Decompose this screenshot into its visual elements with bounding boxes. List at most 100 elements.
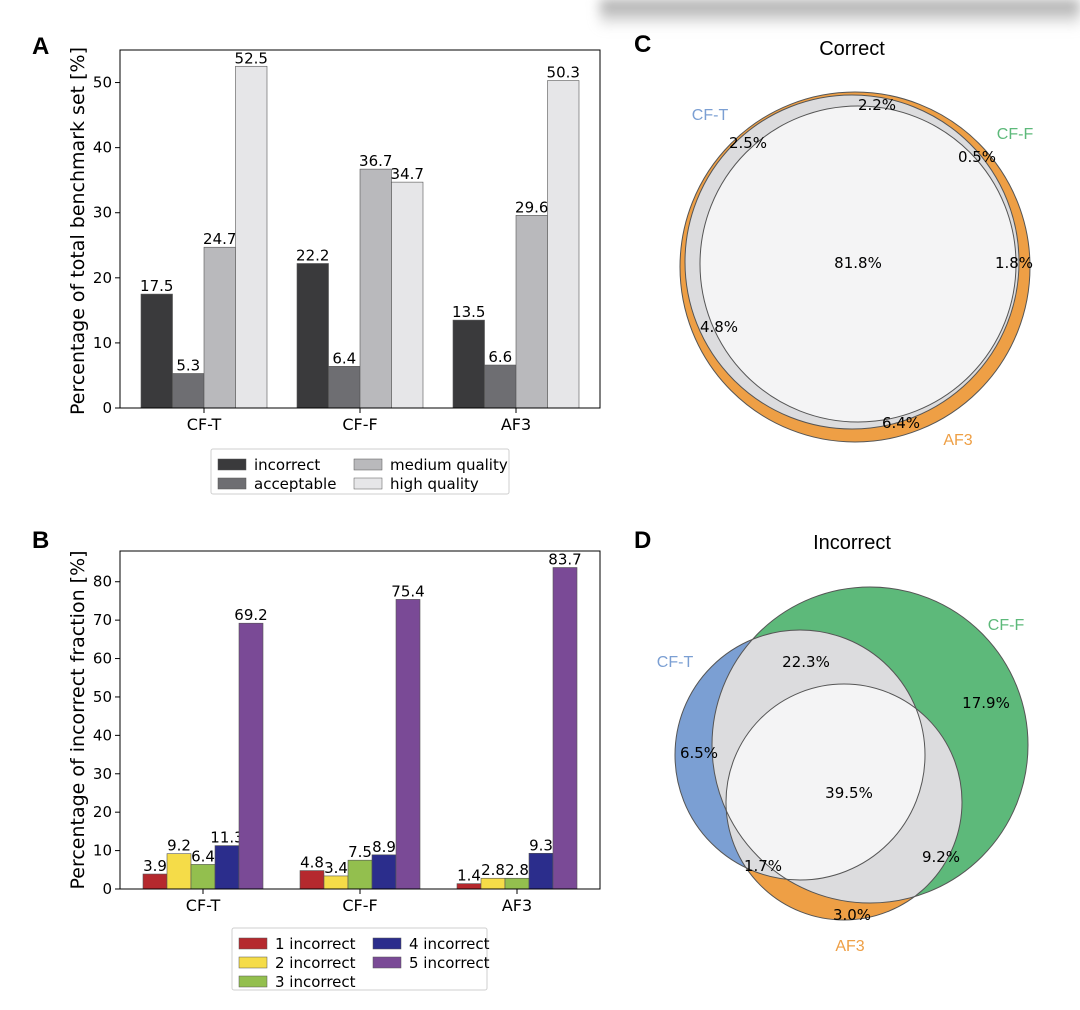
- chart-a-legend-swatch-acceptable: [217, 477, 247, 490]
- chart-a-category-label-cf-t: CF-T: [187, 415, 222, 434]
- chart-b-bar-af3-5-incorrect: [552, 567, 578, 890]
- chart-b-legend-label-4-incorrect: 4 incorrect: [409, 935, 490, 953]
- venn-c-region-cft-cff: 2.2%: [858, 96, 896, 114]
- venn-c-core-circle: [699, 105, 1017, 423]
- chart-a-plot-frame: [119, 49, 601, 409]
- chart-b-ytick-label-50: 50: [93, 688, 112, 706]
- venn-c-title: Correct: [819, 38, 885, 60]
- chart-a-legend-label-medium-quality: medium quality: [390, 456, 508, 474]
- chart-b-bar-af3-4-incorrect: [528, 852, 554, 890]
- venn-d-outline-af3: [725, 683, 963, 921]
- chart-b-bar-cf-f-2-incorrect: [323, 875, 349, 890]
- panel-letter-d: D: [634, 527, 651, 554]
- chart-a-ytick-label-0: 0: [102, 399, 112, 417]
- venn-c-region-cft-af3: 4.8%: [700, 318, 738, 336]
- chart-b-legend-swatch-4-incorrect: [372, 937, 402, 950]
- chart-b-ytick-label-20: 20: [93, 803, 112, 821]
- chart-a-bar-cf-f-acceptable: [328, 366, 361, 409]
- chart-a-bar-af3-incorrect: [452, 319, 485, 409]
- chart-a-bar-cf-f-high-quality: [391, 181, 424, 409]
- chart-a-value-label-cf-f-incorrect: 22.2: [296, 246, 329, 264]
- chart-a-value-label-af3-acceptable: 6.6: [488, 348, 512, 366]
- chart-a-value-label-cf-t-high-quality: 52.5: [235, 49, 268, 67]
- chart-b-legend-swatch-1-incorrect: [238, 937, 268, 950]
- chart-b-ytick-label-80: 80: [93, 573, 112, 591]
- chart-b-ytick-label-10: 10: [93, 842, 112, 860]
- chart-b-value-label-cf-f-1-incorrect: 4.8: [300, 854, 324, 872]
- chart-b-bar-cf-f-3-incorrect: [347, 859, 373, 890]
- venn-d-region-cft-cff: 22.3%: [782, 653, 830, 671]
- chart-a-value-label-af3-high-quality: 50.3: [547, 64, 580, 82]
- chart-b-bar-af3-2-incorrect: [480, 877, 506, 890]
- chart-b-value-label-cf-t-1-incorrect: 3.9: [143, 857, 167, 875]
- venn-d-outline-cft: [674, 629, 926, 881]
- venn-c-label-af3: AF3: [943, 432, 972, 449]
- chart-b-value-label-af3-1-incorrect: 1.4: [457, 867, 481, 885]
- panel-letter-c: C: [634, 31, 651, 58]
- chart-a-value-label-cf-t-incorrect: 17.5: [140, 277, 173, 295]
- venn-d-region-af3-only: 3.0%: [833, 906, 871, 924]
- chart-b-value-label-cf-f-3-incorrect: 7.5: [348, 843, 372, 861]
- chart-b-value-label-cf-f-5-incorrect: 75.4: [391, 582, 424, 600]
- venn-d-label-cff: CF-F: [988, 617, 1025, 634]
- chart-b-bar-cf-t-1-incorrect: [142, 873, 168, 890]
- chart-b-bar-cf-t-4-incorrect: [214, 845, 240, 890]
- chart-b-value-label-cf-t-4-incorrect: 11.3: [210, 829, 243, 847]
- venn-c-label-cff: CF-F: [997, 126, 1034, 143]
- chart-a-bar-cf-f-medium-quality: [359, 168, 392, 409]
- chart-b-legend-frame: [231, 927, 488, 991]
- chart-a-bar-cf-t-high-quality: [235, 65, 268, 409]
- chart-a-legend-swatch-medium-quality: [353, 458, 383, 471]
- chart-a-legend-label-high-quality: high quality: [390, 475, 479, 493]
- chart-b-bar-cf-t-2-incorrect: [166, 853, 192, 890]
- chart-b-legend-label-5-incorrect: 5 incorrect: [409, 954, 490, 972]
- venn-d-region-all: 39.5%: [825, 784, 873, 802]
- chart-a-bar-cf-f-incorrect: [296, 263, 329, 409]
- chart-b-legend-label-2-incorrect: 2 incorrect: [275, 954, 356, 972]
- chart-b-plot-frame: [119, 550, 601, 890]
- chart-a-ytick-label-10: 10: [93, 334, 112, 352]
- chart-a-category-label-cf-f: CF-F: [342, 415, 377, 434]
- chart-b-value-label-cf-t-5-incorrect: 69.2: [234, 606, 267, 624]
- chart-b-bar-cf-f-5-incorrect: [395, 599, 421, 890]
- chart-b-value-label-af3-3-incorrect: 2.8: [505, 861, 529, 879]
- chart-a-ytick-label-30: 30: [93, 204, 112, 222]
- chart-a-bar-cf-t-medium-quality: [203, 246, 236, 409]
- venn-c-region-cff-af3: 1.8%: [995, 254, 1033, 272]
- chart-b-value-label-cf-t-2-incorrect: 9.2: [167, 837, 191, 855]
- chart-b-ytick-label-30: 30: [93, 765, 112, 783]
- chart-b-ytick-label-0: 0: [102, 880, 112, 898]
- chart-a-legend-label-incorrect: incorrect: [254, 456, 320, 474]
- chart-a-bar-af3-acceptable: [484, 364, 517, 409]
- venn-d-region-cff-af3: 9.2%: [922, 848, 960, 866]
- chart-a-ytick-label-20: 20: [93, 269, 112, 287]
- chart-b-value-label-cf-f-4-incorrect: 8.9: [372, 838, 396, 856]
- chart-a-value-label-cf-t-acceptable: 5.3: [176, 357, 200, 375]
- venn-d-label-cft: CF-T: [657, 654, 694, 671]
- chart-b-bar-af3-3-incorrect: [504, 877, 530, 890]
- chart-a-ylabel: Percentage of total benchmark set [%]: [67, 47, 89, 415]
- chart-a-value-label-af3-medium-quality: 29.6: [515, 198, 548, 216]
- chart-b-value-label-cf-f-2-incorrect: 3.4: [324, 859, 348, 877]
- chart-a-ytick-label-50: 50: [93, 74, 112, 92]
- chart-b-category-label-af3: AF3: [502, 896, 532, 915]
- venn-incorrect: Incorrect CF-T CF-F AF3 22.3% 17.9% 6.5%…: [657, 532, 1029, 955]
- venn-d-region-cff-only: 17.9%: [962, 694, 1010, 712]
- chart-b-bar-cf-t-5-incorrect: [238, 622, 264, 890]
- chart-a-legend-label-acceptable: acceptable: [254, 475, 336, 493]
- chart-a-bar-af3-high-quality: [547, 80, 580, 409]
- chart-b-bar-cf-f-1-incorrect: [299, 870, 325, 890]
- venn-d-region-cft-only: 6.5%: [680, 744, 718, 762]
- chart-b-legend-swatch-3-incorrect: [238, 975, 268, 988]
- chart-b: Percentage of incorrect fraction [%] 3.9…: [67, 550, 601, 991]
- chart-a-ytick-label-40: 40: [93, 139, 112, 157]
- page-shadow: [600, 0, 1080, 28]
- chart-b-value-label-af3-2-incorrect: 2.8: [481, 861, 505, 879]
- venn-d-label-af3: AF3: [835, 938, 864, 955]
- chart-b-category-label-cf-t: CF-T: [186, 896, 221, 915]
- chart-b-ytick-label-70: 70: [93, 611, 112, 629]
- chart-a-bar-cf-t-acceptable: [172, 373, 205, 409]
- chart-b-legend-label-3-incorrect: 3 incorrect: [275, 973, 356, 991]
- chart-a-value-label-cf-f-medium-quality: 36.7: [359, 152, 392, 170]
- chart-a-legend-swatch-incorrect: [217, 458, 247, 471]
